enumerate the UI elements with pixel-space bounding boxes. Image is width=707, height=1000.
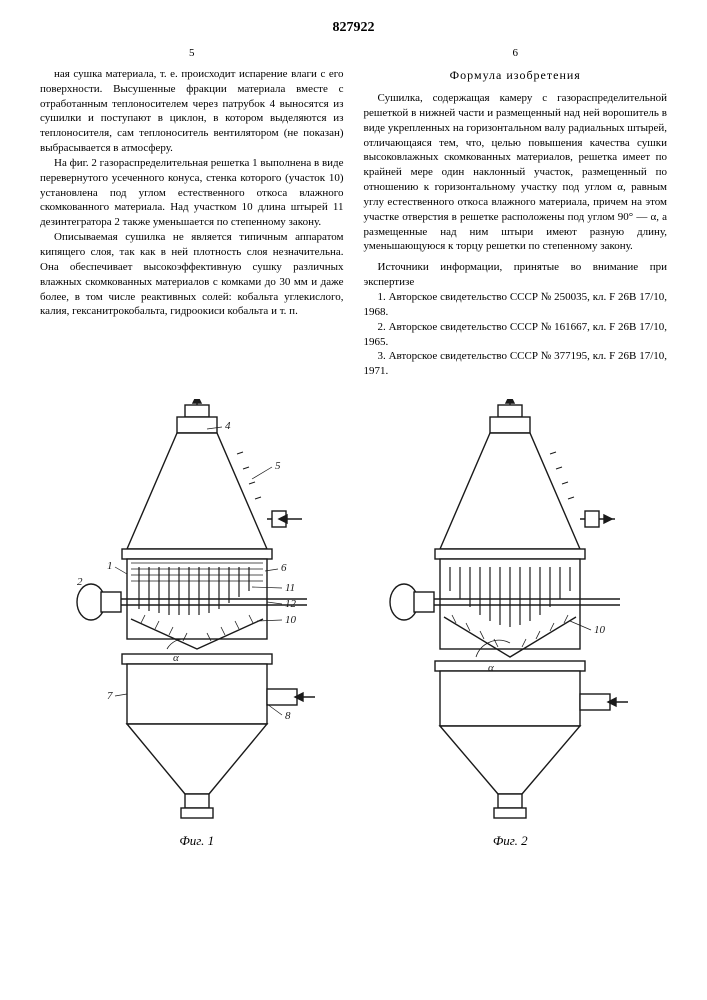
right-main-claim: Сушилка, содержащая камеру с газораспред… <box>364 91 668 254</box>
figure-1: 1 2 4 5 6 7 8 10 11 12 <box>67 399 327 849</box>
formula-title: Формула изобретения <box>364 67 668 83</box>
left-column: 5 ная сушка материала, т. е. происходит … <box>40 46 344 379</box>
source-3: 3. Авторское свидетельство СССР № 377195… <box>364 349 668 379</box>
left-para-2: На фиг. 2 газораспределительная решетка … <box>40 156 344 230</box>
callout-8: 8 <box>285 710 291 722</box>
fig1-svg: 1 2 4 5 6 7 8 10 11 12 <box>67 399 327 829</box>
callout-7: 7 <box>107 690 113 702</box>
right-col-number: 6 <box>364 46 668 61</box>
patent-number: 827922 <box>40 20 667 36</box>
callout-2: 2 <box>77 576 83 588</box>
callout-5: 5 <box>275 460 281 472</box>
text-columns: 5 ная сушка материала, т. е. происходит … <box>40 46 667 379</box>
fig2-svg: 10 α <box>380 399 640 829</box>
sources-block: Источники информации, принятые во вниман… <box>364 260 668 379</box>
source-1: 1. Авторское свидетельство СССР № 250035… <box>364 290 668 320</box>
left-para-3: Описываемая сушилка не является типичным… <box>40 230 344 319</box>
callout-11: 11 <box>285 582 295 594</box>
callout-alpha: α <box>488 662 494 674</box>
callout-10: 10 <box>594 624 606 636</box>
fig2-label: Фиг. 2 <box>380 833 640 849</box>
right-column: 6 Формула изобретения Сушилка, содержаща… <box>364 46 668 379</box>
left-para-1: ная сушка материала, т. е. происходит ис… <box>40 67 344 156</box>
figures-row: 1 2 4 5 6 7 8 10 11 12 <box>40 399 667 849</box>
fig1-label: Фиг. 1 <box>67 833 327 849</box>
callout-12: 12 <box>285 598 297 610</box>
callout-10: 10 <box>285 614 297 626</box>
sources-title: Источники информации, принятые во вниман… <box>364 260 668 290</box>
callout-alpha: α <box>173 652 179 664</box>
callout-4: 4 <box>225 420 231 432</box>
left-col-number: 5 <box>40 46 344 61</box>
figure-2: 10 α Фиг. 2 <box>380 399 640 849</box>
source-2: 2. Авторское свидетельство СССР № 161667… <box>364 320 668 350</box>
callout-1: 1 <box>107 560 113 572</box>
callout-6: 6 <box>281 562 287 574</box>
